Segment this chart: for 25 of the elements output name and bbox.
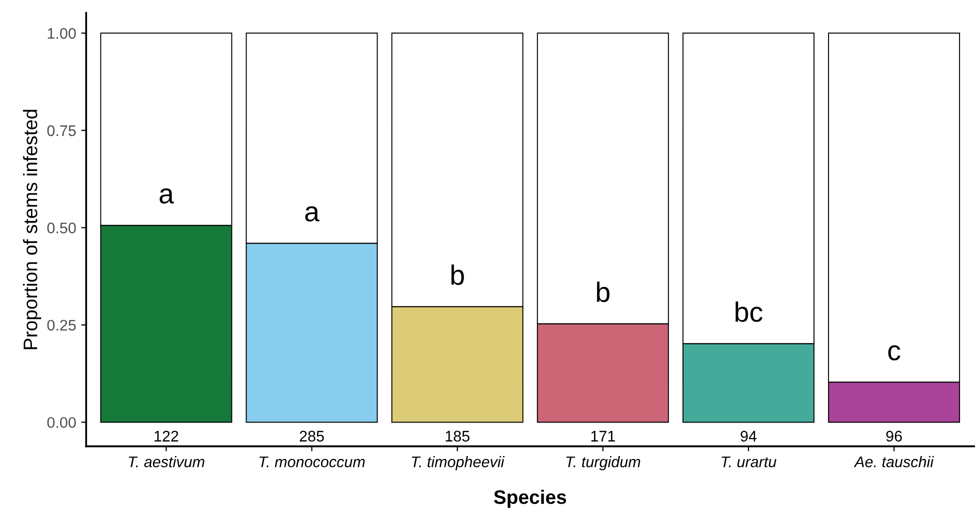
annotation: 96 [886,430,902,442]
x-tick-label: T. turgidum [566,456,640,470]
x-tick-label: Ae. tauschii [854,456,934,468]
y-tick-label: 0.75 [47,125,76,136]
x-tick-label: T. urartu [722,456,776,468]
annotation: 171 [591,430,615,442]
y-tick-label: 0.00 [47,417,76,428]
y-axis-title: Proportion of stems infested [23,110,42,350]
x-axis-title: Species [494,490,566,508]
annotation: 122 [154,430,178,442]
annotation: bc [736,302,762,322]
y-tick-label: 1.00 [48,28,76,39]
x-tick-label: T. aestivum [128,456,204,468]
x-tick-label: T. monococcum [260,456,365,468]
annotation: 94 [740,430,757,442]
y-tick-label: 0.25 [47,320,76,331]
y-tick-label: 0.50 [47,222,76,234]
annotation: a [305,206,320,222]
annotation: b [596,282,610,302]
x-tick-label: T. timopheevii [412,456,505,470]
annotation: 285 [300,430,324,442]
annotation: b [451,264,464,285]
annotation: a [160,188,174,204]
annotation: c [888,345,900,360]
annotation: 185 [446,430,470,442]
